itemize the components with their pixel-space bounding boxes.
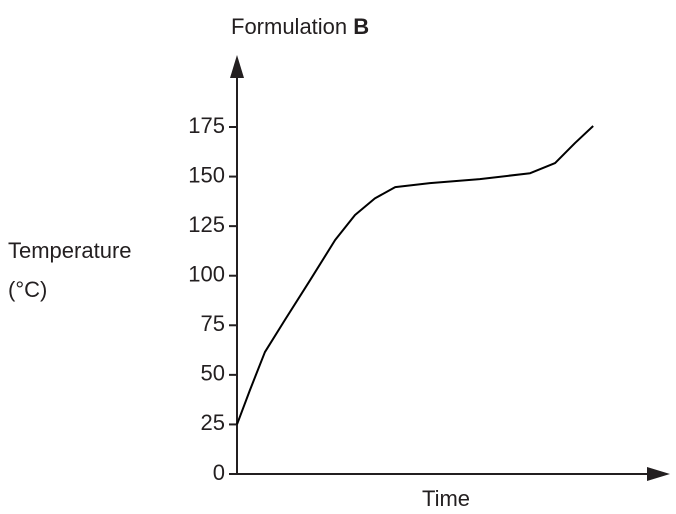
y-tick-label: 25: [201, 410, 225, 435]
x-axis-label: Time: [422, 486, 470, 511]
y-tick-label: 0: [213, 460, 225, 485]
y-axis-arrow: [230, 55, 244, 78]
y-tick-label: 75: [201, 311, 225, 336]
chart-title: Formulation B: [231, 14, 369, 39]
y-tick-label: 50: [201, 361, 225, 386]
y-tick-label: 150: [188, 162, 225, 187]
y-tick-label: 125: [188, 212, 225, 237]
title-text: Formulation: [231, 14, 347, 39]
y-tick-label: 100: [188, 262, 225, 287]
y-tick-label: 175: [188, 113, 225, 138]
y-axis-label: Temperature: [8, 238, 132, 263]
x-axis-arrow: [647, 467, 670, 481]
y-axis-label: (°C): [8, 277, 47, 302]
title-bold: B: [353, 14, 369, 39]
data-line: [236, 125, 594, 425]
